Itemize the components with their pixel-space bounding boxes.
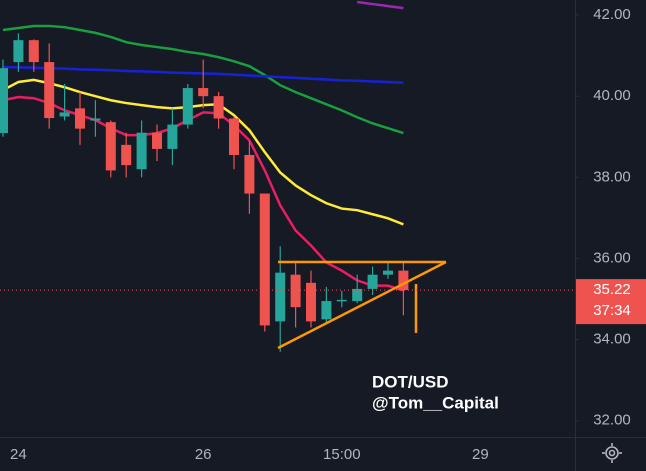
watermark-symbol: DOT/USD — [372, 372, 449, 391]
candle-body — [213, 96, 224, 119]
last-price-box — [576, 279, 646, 325]
candle-body — [0, 68, 8, 134]
candle-body — [198, 88, 209, 97]
moving-average-line — [2, 24, 404, 135]
candle-body — [275, 272, 286, 322]
x-tick-label: 29 — [472, 446, 489, 463]
moving-average-line — [2, 95, 404, 292]
triangle-bottom-line — [277, 260, 447, 350]
candle-body — [244, 154, 255, 194]
y-tick-label: 32.00 — [593, 412, 631, 429]
countdown-label: 37:34 — [593, 302, 631, 319]
candle-body — [367, 274, 378, 289]
candle-body — [152, 132, 162, 149]
candle-body — [306, 282, 316, 322]
candle-body — [167, 124, 178, 149]
y-tick-label: 34.00 — [593, 331, 631, 348]
watermark-author: @Tom__Capital — [372, 393, 499, 412]
candle-body — [90, 118, 101, 121]
y-tick-label: 38.00 — [593, 168, 631, 185]
settings-icon[interactable] — [602, 443, 622, 463]
trendlines — [277, 260, 447, 350]
plot-area — [0, 0, 409, 352]
candle-body — [352, 288, 363, 302]
x-tick-label: 26 — [195, 446, 212, 463]
candle-body — [229, 118, 239, 155]
candle-body — [59, 112, 70, 117]
y-tick-label: 42.00 — [593, 6, 631, 23]
candle-body — [13, 40, 24, 63]
moving-average-line — [357, 0, 404, 10]
candle-body — [121, 144, 132, 166]
candle-body — [290, 274, 301, 308]
candle-body — [321, 301, 332, 320]
candle-body — [28, 40, 39, 63]
x-tick-label: 15:00 — [323, 446, 361, 463]
candle-body — [105, 122, 116, 171]
candle-body — [136, 132, 147, 170]
y-tick-label: 36.00 — [593, 249, 631, 266]
x-tick-label: 24 — [10, 446, 27, 463]
candle-body — [398, 270, 409, 291]
last-price-label: 35.22 — [593, 281, 631, 298]
candle-body — [336, 299, 347, 302]
candle-body — [75, 108, 85, 129]
candle-body — [44, 62, 55, 119]
candle-body — [182, 88, 193, 125]
candle-body — [259, 193, 270, 326]
y-tick-label: 40.00 — [593, 87, 631, 104]
candle-body — [383, 270, 393, 275]
